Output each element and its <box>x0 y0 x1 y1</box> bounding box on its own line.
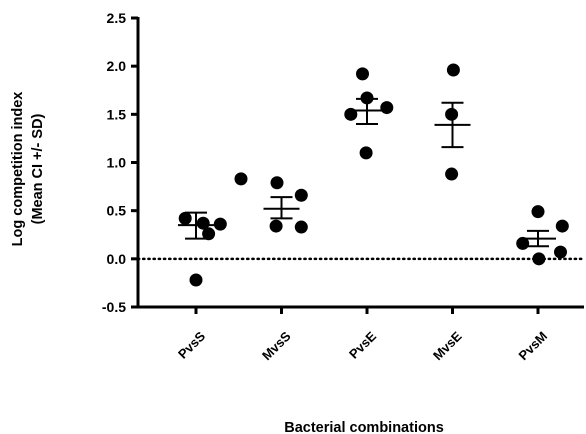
data-point <box>380 101 394 115</box>
data-point <box>294 188 308 202</box>
y-tick-label: 1.5 <box>107 106 127 122</box>
y-tick-label: -0.5 <box>102 299 126 315</box>
plot-area <box>136 63 586 287</box>
y-axis-label-line1: Log competition index <box>10 92 26 247</box>
series-group-pvss <box>178 172 248 287</box>
data-point <box>213 217 227 231</box>
data-point <box>356 67 369 81</box>
axes: 2.5 2.0 1.5 1.0 0.5 0.0 -0.5 PvsS MvsS PvsE MvsE Pv… <box>102 10 584 363</box>
x-tick-label: PvsM <box>515 329 550 364</box>
series-group-pvsm <box>516 205 569 266</box>
axis-labels: Log competition index (Mean CI +/- SD) B… <box>10 92 444 434</box>
y-tick-label: 2.0 <box>107 58 127 74</box>
data-point <box>359 146 373 160</box>
y-tick-label: 1.0 <box>107 155 127 171</box>
x-tick-label: MvsS <box>259 328 294 363</box>
data-point <box>269 219 283 233</box>
data-point <box>196 216 210 230</box>
data-point <box>234 172 248 186</box>
x-tick-label: PvsE <box>346 328 379 361</box>
x-tick-label: PvsS <box>175 328 208 361</box>
data-point <box>446 63 460 77</box>
y-tick-label: 0.5 <box>107 203 127 219</box>
x-tick-label: MvsE <box>430 328 465 363</box>
y-tick-label: 2.5 <box>107 10 127 26</box>
data-point <box>531 205 545 219</box>
data-point <box>178 211 192 225</box>
series-group-mvss <box>263 176 308 234</box>
data-point <box>516 236 530 250</box>
data-point <box>270 176 284 190</box>
data-point <box>445 167 459 181</box>
data-point <box>189 273 203 287</box>
data-point <box>554 245 567 259</box>
data-point <box>202 227 216 241</box>
y-axis-label-line2: (Mean CI +/- SD) <box>30 113 46 224</box>
data-point <box>555 219 569 233</box>
data-point <box>294 220 308 234</box>
data-point <box>532 252 546 266</box>
x-axis-label: Bacterial combinations <box>284 420 444 434</box>
y-tick-label: 0.0 <box>107 251 127 267</box>
series-group-mvse <box>434 63 471 181</box>
series-group-pvse <box>344 67 394 160</box>
